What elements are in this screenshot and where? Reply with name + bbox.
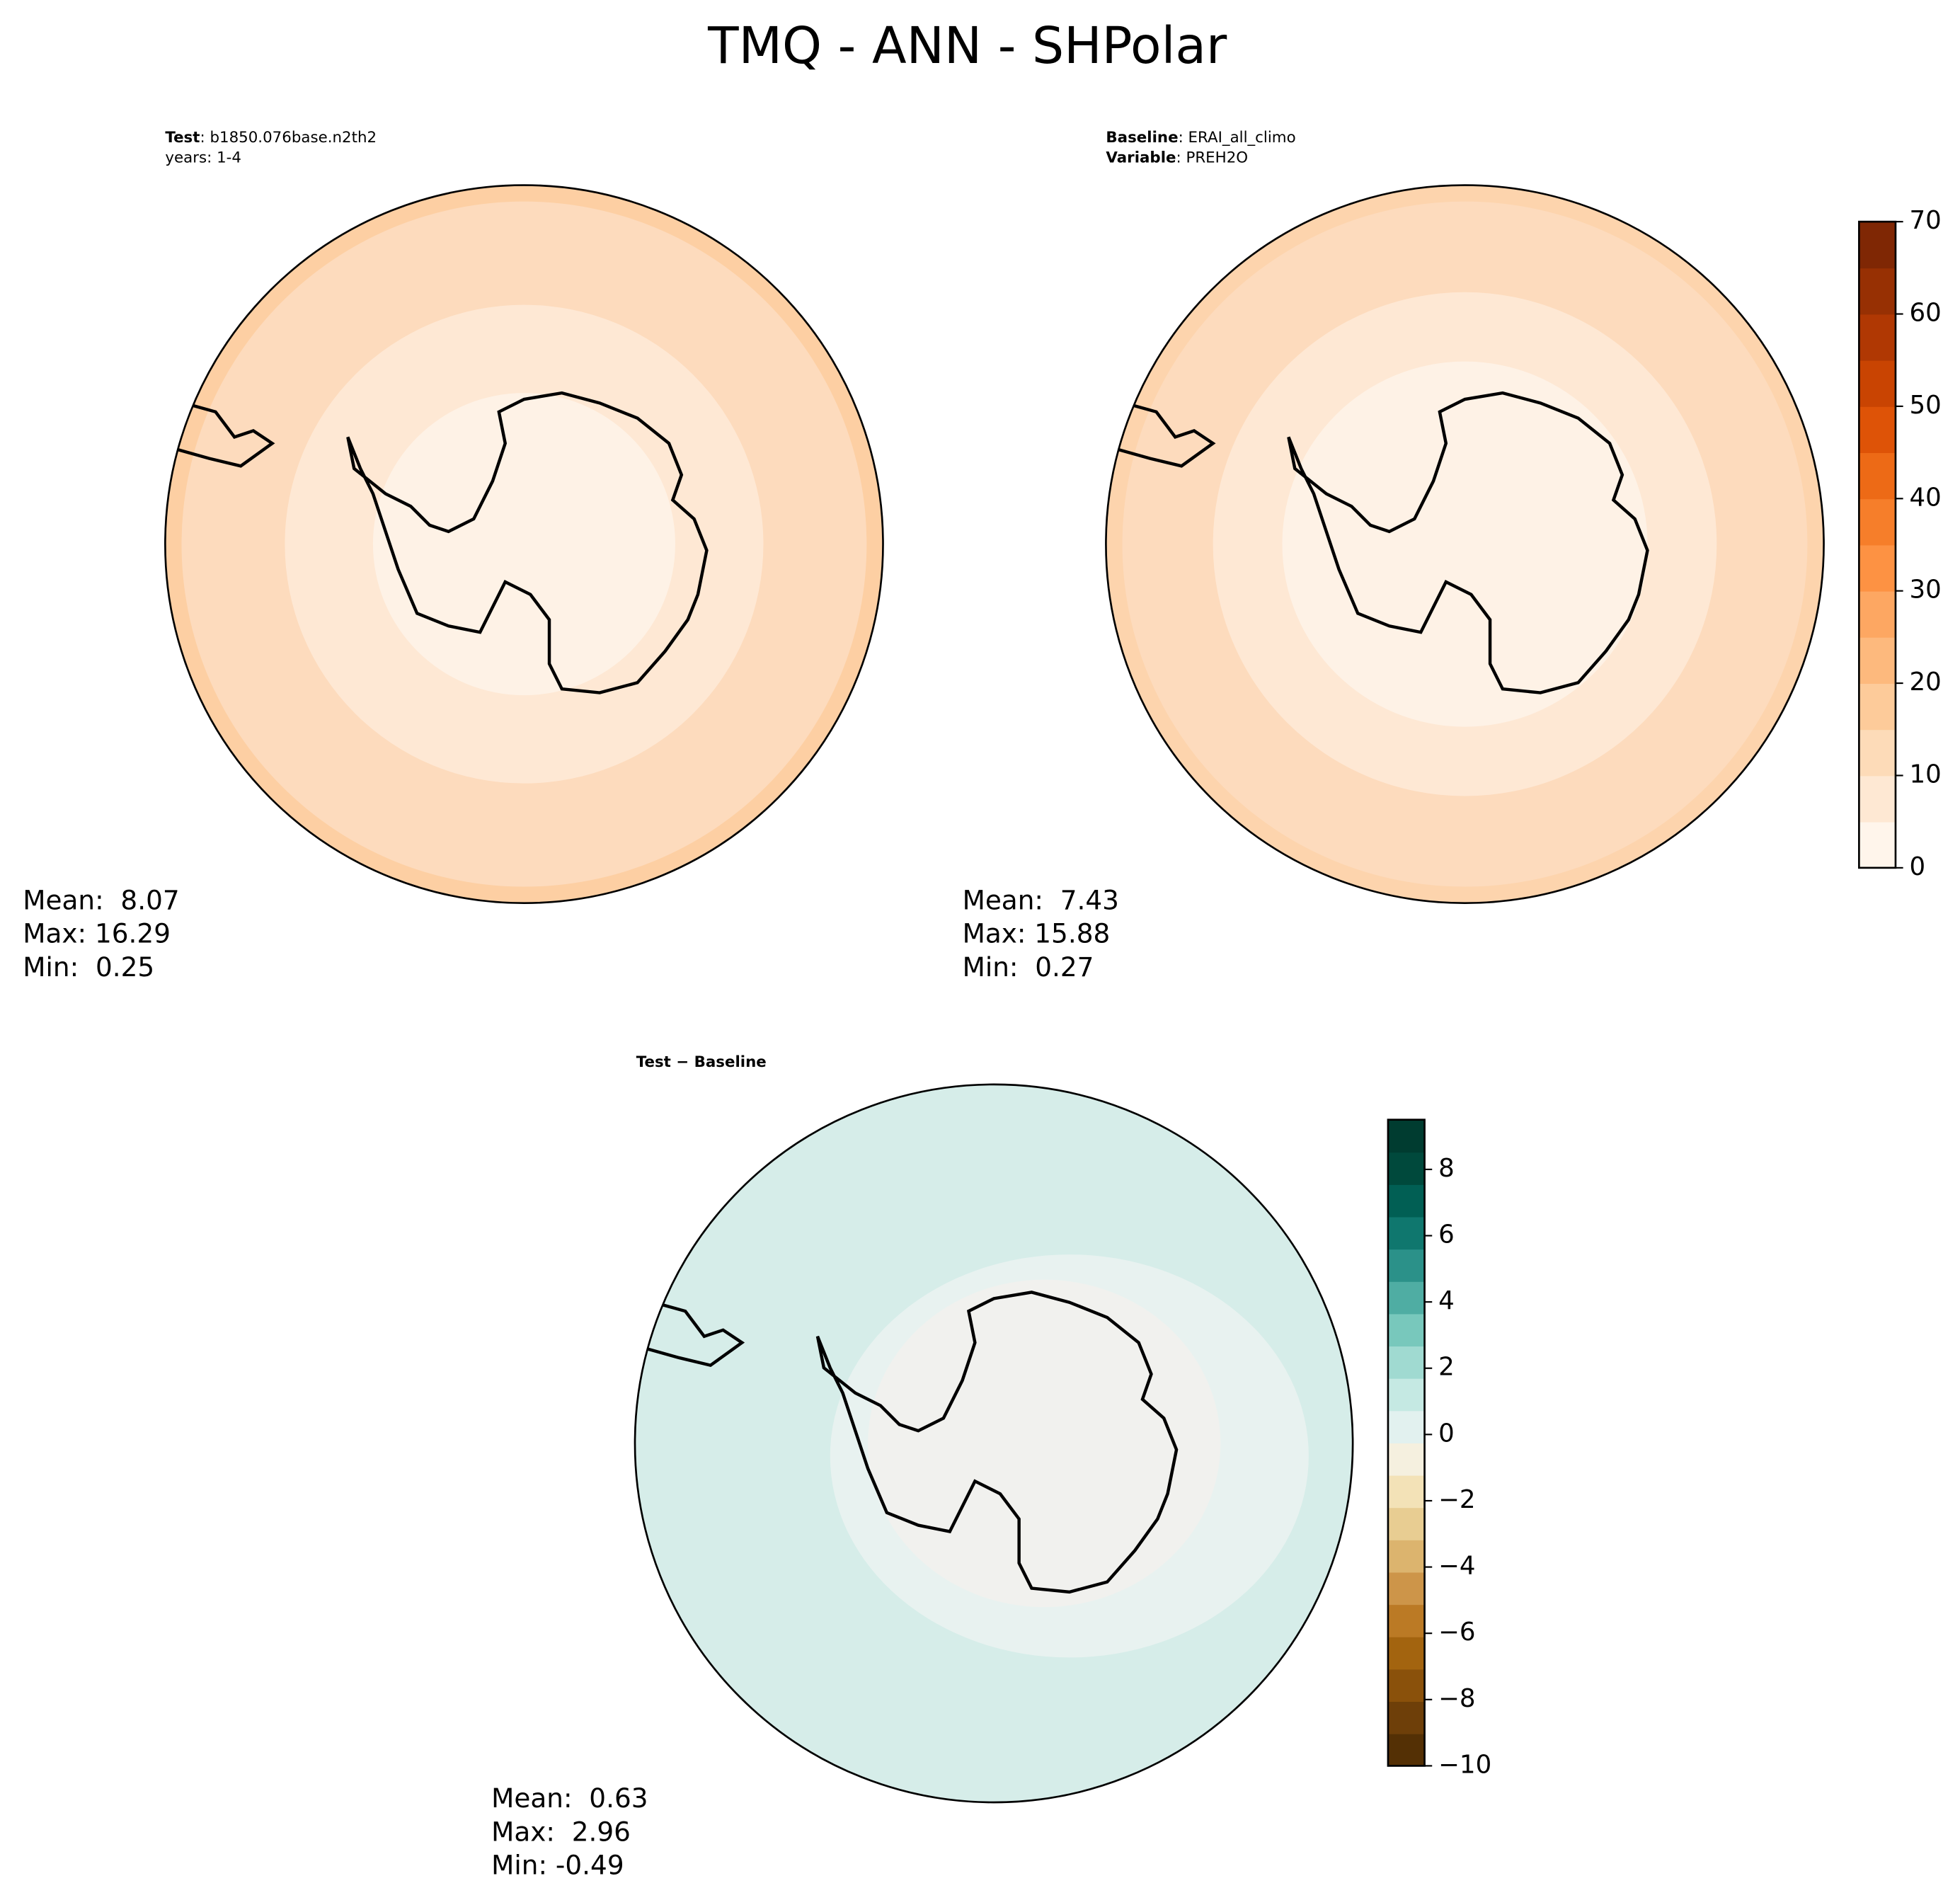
colorbar-band — [1859, 775, 1896, 823]
colorbar-band — [1387, 1475, 1425, 1509]
colorbar-band — [1859, 268, 1896, 315]
colorbar-band — [1859, 360, 1896, 407]
stat-line: Mean: 7.43 — [963, 885, 1119, 916]
colorbar-tick-label: −6 — [1438, 1618, 1475, 1647]
colorbar-tick-label: 30 — [1910, 576, 1942, 605]
colorbar-tick-label: 50 — [1910, 391, 1942, 420]
label-text: years: 1-4 — [165, 149, 241, 167]
colorbar-band — [1859, 452, 1896, 500]
colorbar-band — [1387, 1378, 1425, 1412]
label-key: Test — [165, 129, 200, 147]
colorbar-frame — [1387, 1119, 1426, 1767]
colorbar-frame — [1858, 220, 1897, 869]
colorbar-tick-label: 0 — [1910, 852, 1926, 881]
stat-line: Min: 0.27 — [963, 951, 1094, 983]
panel-label: Baseline: ERAI_all_climo — [1106, 129, 1295, 147]
colorbar-band — [1859, 821, 1896, 869]
colorbar-band — [1859, 314, 1896, 361]
colorbar-band — [1387, 1572, 1425, 1606]
colorbar-tick-label: −10 — [1438, 1750, 1491, 1779]
colorbar-band — [1859, 498, 1896, 546]
colorbar-band — [1387, 1346, 1425, 1379]
stat-line: Max: 2.96 — [491, 1816, 631, 1847]
colorbar-band — [1387, 1507, 1425, 1540]
colorbar-tick-label: −2 — [1438, 1485, 1475, 1514]
colorbar-tick-label: 4 — [1438, 1286, 1455, 1315]
colorbar-tick-label: 10 — [1910, 760, 1942, 789]
colorbar-tick-label: 2 — [1438, 1353, 1455, 1382]
colorbar-band — [1859, 222, 1896, 269]
colorbar-band — [1387, 1443, 1425, 1476]
label-key: Test − Baseline — [636, 1053, 767, 1071]
colorbar-band — [1859, 636, 1896, 684]
map-baseline — [1105, 184, 1825, 905]
annotations: Test: b1850.076base.n2th2 years: 1-4 Mean:… — [23, 129, 1942, 1880]
colorbar-tick-label: 70 — [1910, 206, 1942, 235]
stat-line: Max: 15.88 — [963, 918, 1111, 949]
colorbar-band — [1859, 683, 1896, 731]
colorbar-band — [1387, 1281, 1425, 1315]
colorbar-band — [1387, 1119, 1425, 1153]
stat-line: Min: -0.49 — [491, 1849, 624, 1880]
colorbar-band — [1859, 590, 1896, 638]
stat-line: Mean: 8.07 — [23, 885, 179, 916]
colorbar-band — [1387, 1733, 1425, 1767]
colorbar-band — [1387, 1539, 1425, 1573]
colorbar-tick-label: −4 — [1438, 1552, 1475, 1581]
colorbar-band — [1387, 1184, 1425, 1218]
label-text: : ERAI_all_climo — [1179, 129, 1296, 147]
colorbar-tick-label: 20 — [1910, 668, 1942, 697]
map-difference — [634, 1083, 1354, 1804]
panel-label: Test: b1850.076base.n2th2 — [165, 129, 377, 147]
panel-label: Test − Baseline — [636, 1053, 767, 1071]
panel-label: Variable: PREH2O — [1106, 149, 1248, 167]
colorbar-band — [1859, 729, 1896, 777]
colorbar-tick-label: 6 — [1438, 1220, 1455, 1249]
stat-line: Min: 0.25 — [23, 951, 154, 983]
colorbar-band — [1387, 1152, 1425, 1185]
colorbar-band — [1387, 1669, 1425, 1703]
colorbar-band — [1387, 1636, 1425, 1670]
colorbar-band — [1387, 1604, 1425, 1637]
panel-label: years: 1-4 — [165, 149, 241, 167]
label-text: : b1850.076base.n2th2 — [200, 129, 377, 147]
colorbar-tick-label: 60 — [1910, 299, 1942, 328]
label-key: Variable — [1106, 149, 1176, 167]
colorbar-tick-label: 40 — [1910, 483, 1942, 512]
colorbar-tick-label: −8 — [1438, 1684, 1475, 1713]
colorbar-band — [1859, 406, 1896, 453]
colorbar-band — [1859, 544, 1896, 592]
colorbar-band — [1387, 1249, 1425, 1282]
stat-line: Max: 16.29 — [23, 918, 171, 949]
colorbar-band — [1387, 1410, 1425, 1443]
colorbar-band — [1387, 1313, 1425, 1347]
map-test — [164, 184, 884, 905]
colorbar-tick-label: 0 — [1438, 1419, 1455, 1448]
label-text: : PREH2O — [1176, 149, 1248, 167]
colorbar-band — [1387, 1216, 1425, 1250]
colorbar-band — [1387, 1701, 1425, 1734]
colorbar-tick-label: 8 — [1438, 1154, 1455, 1183]
label-key: Baseline — [1106, 129, 1178, 147]
stat-line: Mean: 0.63 — [491, 1783, 648, 1814]
figure-title: TMQ - ANN - SHPolar — [707, 16, 1227, 75]
